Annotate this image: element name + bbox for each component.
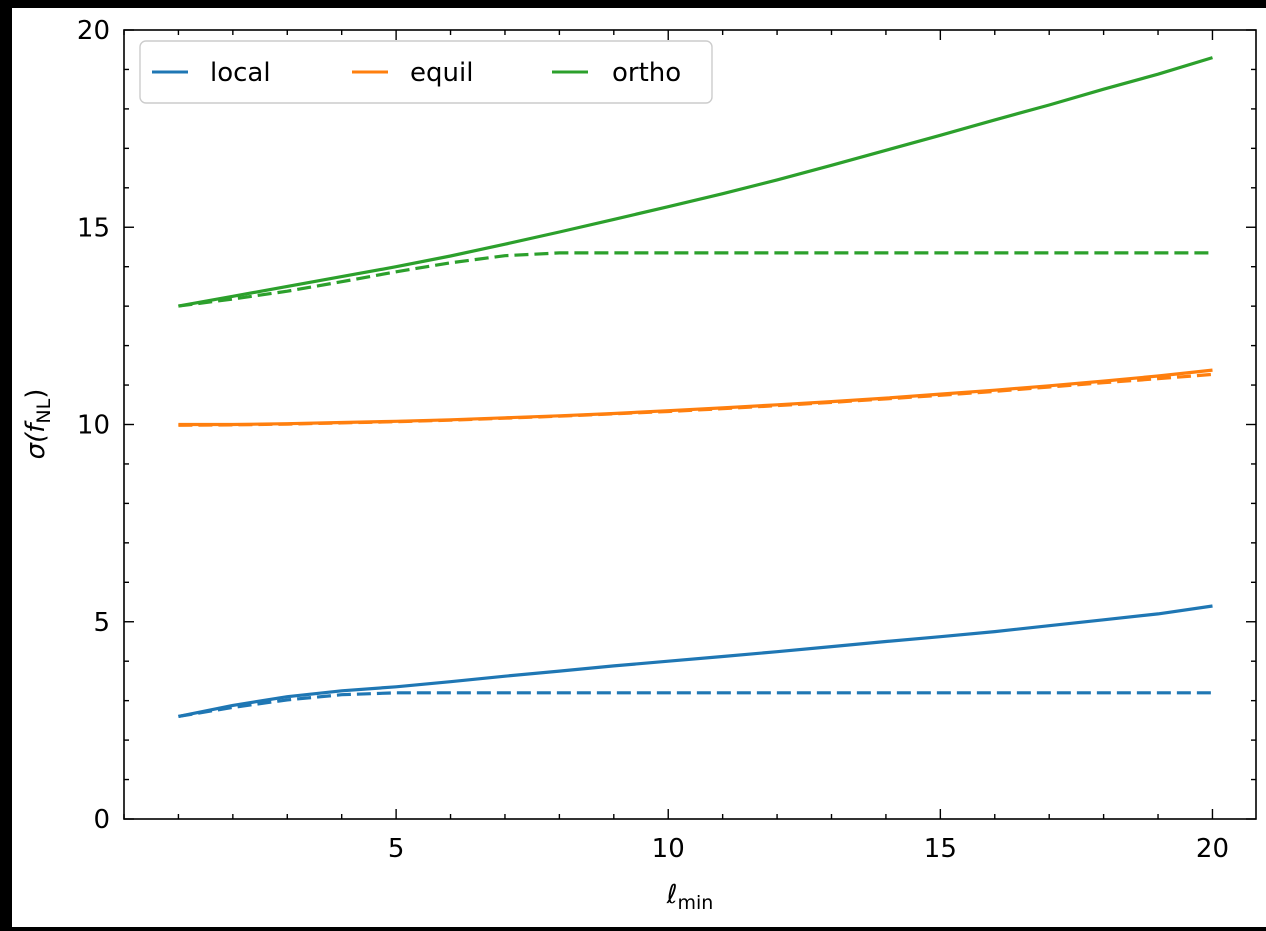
- y-axis-label: σ(fNL): [21, 389, 55, 460]
- y-tick-label: 15: [77, 213, 110, 243]
- y-axis-label-main: σ(f: [21, 420, 51, 460]
- y-tick-label: 20: [77, 16, 110, 46]
- legend-label-ortho: ortho: [612, 58, 681, 88]
- legend-box: [139, 40, 713, 104]
- legend: local equil ortho: [139, 40, 713, 104]
- legend-label-local: local: [210, 58, 271, 88]
- series-line-local: [178, 604, 1213, 718]
- y-axis-label-close: ): [21, 389, 51, 399]
- series-layer: [178, 56, 1213, 718]
- x-axis-label: ℓmin: [666, 880, 714, 914]
- y-tick-label: 5: [93, 608, 110, 638]
- series-line-ortho: [178, 56, 1213, 308]
- plot-frame: [123, 29, 1257, 820]
- series-line-ortho-dashed: [178, 251, 1213, 308]
- y-tick-label: 0: [93, 805, 110, 835]
- top-black-border: [0, 0, 1266, 8]
- series-line-equil-dashed: [178, 372, 1213, 427]
- y-tick-label: 10: [77, 411, 110, 441]
- y-axis-label-subscript: NL: [33, 398, 55, 423]
- x-tick-label: 10: [652, 834, 685, 864]
- legend-label-equil: equil: [410, 58, 473, 88]
- x-axis-label-main: ℓ: [666, 880, 678, 910]
- series-line-local-dashed: [178, 691, 1213, 718]
- ticks-layer: 5 10 15 20 0 5 10 15 20: [77, 16, 1256, 864]
- x-tick-label: 5: [388, 834, 405, 864]
- x-axis-label-subscript: min: [677, 892, 713, 914]
- x-tick-label: 15: [924, 834, 957, 864]
- x-tick-label: 20: [1196, 834, 1229, 864]
- left-black-border: [0, 0, 12, 927]
